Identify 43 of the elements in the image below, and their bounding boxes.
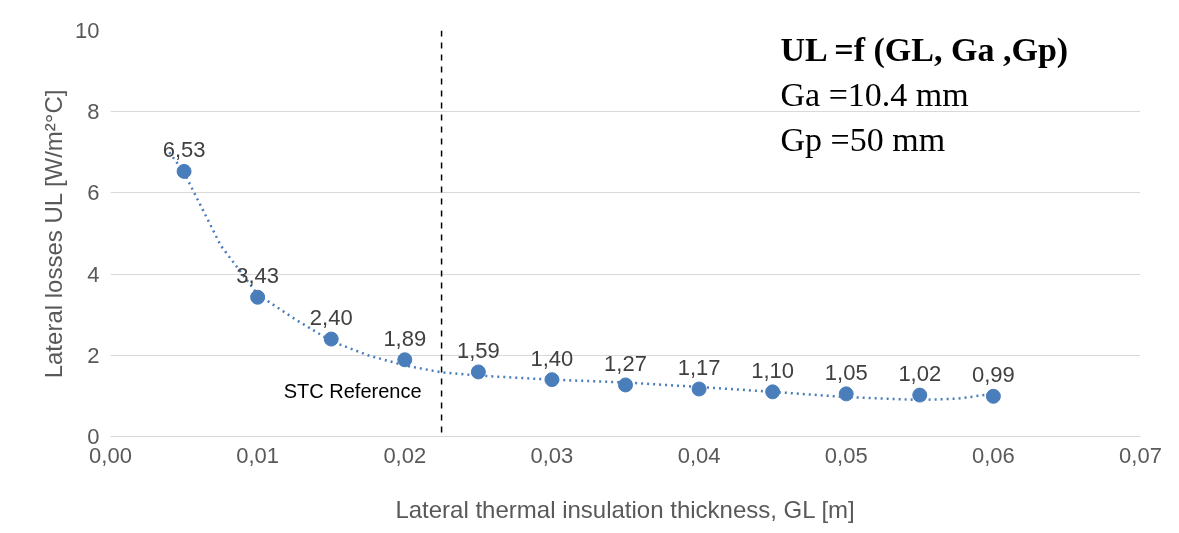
data-label: 1,17 <box>677 355 721 380</box>
point <box>544 372 560 388</box>
y-tick-label: 8 <box>87 99 100 125</box>
y-tick-label: 4 <box>87 261 100 287</box>
point <box>250 289 266 305</box>
x-tick-label: 0,04 <box>677 442 721 468</box>
point <box>912 387 928 403</box>
x-tick-label: 0,02 <box>383 442 427 468</box>
point <box>985 388 1001 404</box>
data-label: 3,43 <box>236 263 280 289</box>
data-label: 1,02 <box>898 361 942 387</box>
y-tick-label: 6 <box>87 180 100 206</box>
data-label: 1,10 <box>751 357 795 383</box>
point <box>176 163 192 179</box>
y-tick-label: 0 <box>87 424 100 449</box>
data-label: 6,53 <box>162 137 206 163</box>
data-label: 1,40 <box>530 345 574 371</box>
x-tick-label: 0,05 <box>824 442 868 468</box>
data-label: 1,27 <box>604 350 647 376</box>
data-label: 1,05 <box>824 359 868 385</box>
point <box>618 377 633 393</box>
data-label: 0,99 <box>971 362 1015 388</box>
point <box>765 384 781 400</box>
point <box>691 381 707 397</box>
point <box>470 364 486 380</box>
data-label: 1,89 <box>383 325 427 351</box>
data-label: 1,59 <box>456 337 500 363</box>
ref-line-label: STC Reference <box>283 379 422 402</box>
point <box>397 352 413 368</box>
y-tick-label: 2 <box>87 342 100 368</box>
x-tick-label: 0,03 <box>530 442 574 468</box>
annotation: UL =f (GL, Ga ,Gp) <box>780 30 1069 69</box>
point <box>323 331 339 347</box>
x-axis-title: Lateral thermal insulation thickness, GL [m] <box>395 495 855 523</box>
data-label: 2,40 <box>309 305 353 331</box>
point <box>838 386 854 402</box>
y-axis-title: Lateral losses UL [W/m²°C] <box>40 89 68 379</box>
annotation: Gp =50 mm <box>780 120 946 158</box>
x-tick-label: 0,01 <box>236 442 280 468</box>
x-tick-label: 0,07 <box>1119 442 1162 468</box>
x-tick-label: 0,06 <box>971 442 1015 468</box>
y-tick-label: 10 <box>75 18 100 43</box>
annotation: Ga =10.4 mm <box>780 75 969 113</box>
